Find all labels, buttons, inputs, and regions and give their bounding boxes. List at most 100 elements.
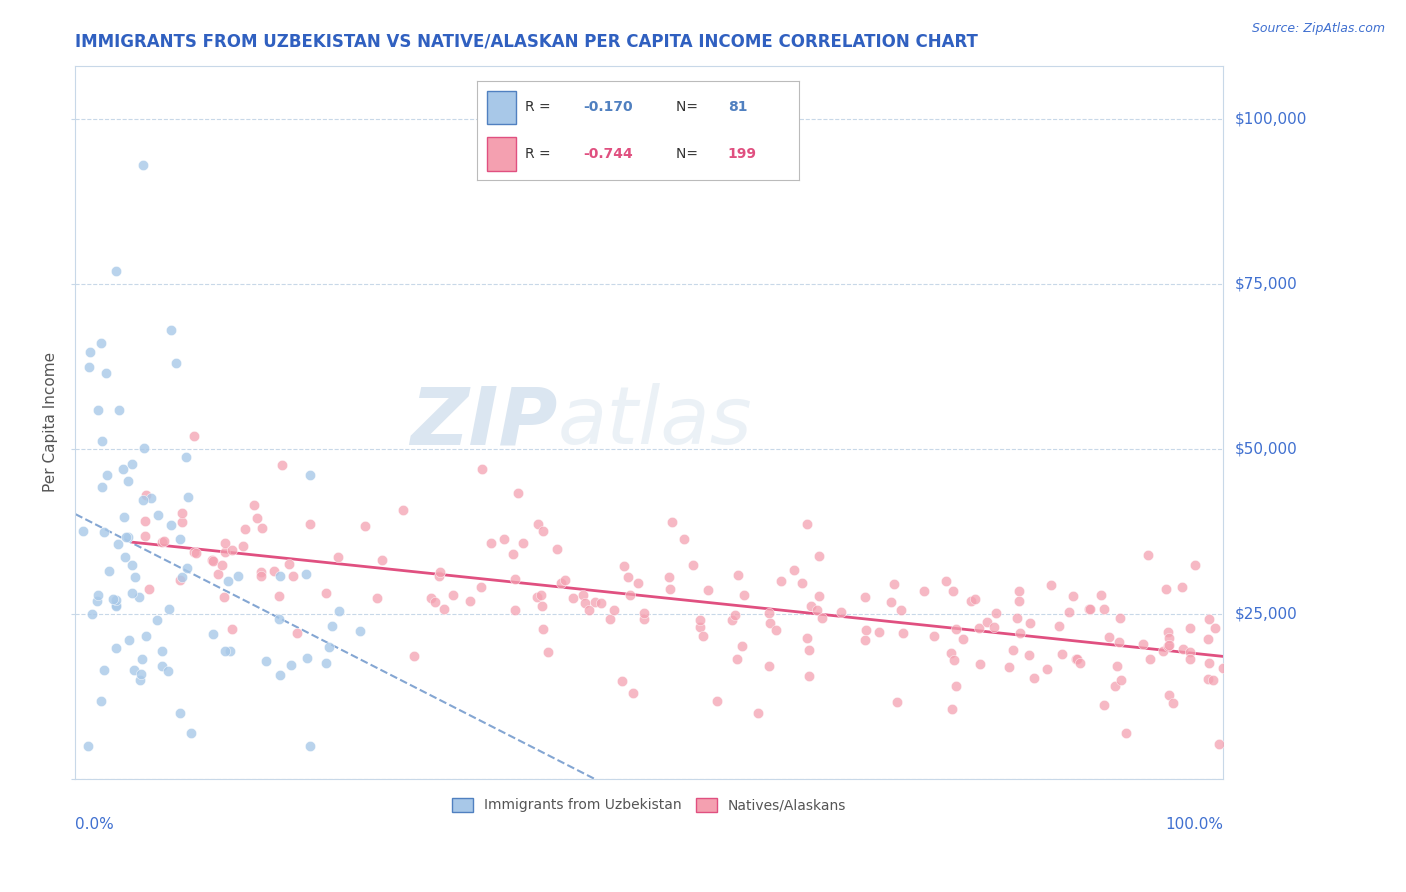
- Point: [269, 569, 291, 583]
- Point: [165, 356, 187, 370]
- Point: [623, 686, 645, 700]
- Point: [135, 488, 157, 502]
- Point: [984, 606, 1007, 620]
- Point: [733, 588, 755, 602]
- Point: [1077, 602, 1099, 616]
- Point: [214, 545, 236, 559]
- Text: Source: ZipAtlas.com: Source: ZipAtlas.com: [1251, 22, 1385, 36]
- Point: [246, 511, 269, 525]
- Point: [285, 625, 308, 640]
- Text: $50,000: $50,000: [1234, 442, 1296, 457]
- Point: [295, 651, 318, 665]
- Point: [218, 644, 240, 658]
- Point: [79, 345, 101, 359]
- Point: [425, 595, 447, 609]
- Point: [91, 480, 114, 494]
- Point: [129, 673, 152, 687]
- Point: [135, 629, 157, 643]
- Point: [502, 548, 524, 562]
- Point: [689, 620, 711, 634]
- Point: [799, 642, 821, 657]
- Point: [172, 506, 194, 520]
- Point: [270, 458, 292, 473]
- Point: [503, 603, 526, 617]
- Point: [131, 492, 153, 507]
- Point: [217, 574, 239, 588]
- Point: [1184, 558, 1206, 572]
- Point: [891, 625, 914, 640]
- Point: [249, 565, 271, 579]
- Point: [1208, 737, 1230, 751]
- Point: [269, 668, 291, 682]
- Point: [122, 663, 145, 677]
- Point: [1104, 679, 1126, 693]
- Point: [321, 619, 343, 633]
- Point: [554, 573, 576, 587]
- Point: [214, 536, 236, 550]
- Point: [1109, 673, 1132, 688]
- Point: [886, 695, 908, 709]
- Point: [233, 522, 256, 536]
- Point: [725, 652, 748, 666]
- Point: [807, 589, 830, 603]
- Point: [853, 633, 876, 648]
- Point: [150, 658, 173, 673]
- Point: [1094, 698, 1116, 713]
- Point: [633, 612, 655, 626]
- Point: [315, 657, 337, 671]
- Point: [299, 739, 322, 753]
- Point: [124, 570, 146, 584]
- Point: [207, 566, 229, 581]
- Point: [783, 563, 806, 577]
- Point: [211, 558, 233, 572]
- Point: [150, 535, 173, 549]
- Point: [371, 553, 394, 567]
- Point: [183, 545, 205, 559]
- Point: [659, 582, 682, 596]
- Point: [912, 584, 935, 599]
- Point: [1171, 641, 1194, 656]
- Point: [441, 588, 464, 602]
- Point: [727, 568, 749, 582]
- Point: [141, 491, 163, 505]
- Point: [571, 588, 593, 602]
- Point: [550, 575, 572, 590]
- Text: $25,000: $25,000: [1234, 607, 1296, 621]
- Point: [1057, 605, 1080, 619]
- Point: [619, 588, 641, 602]
- Point: [420, 591, 443, 606]
- Point: [201, 553, 224, 567]
- Point: [689, 613, 711, 627]
- Point: [212, 590, 235, 604]
- Point: [583, 594, 606, 608]
- Point: [1159, 688, 1181, 702]
- Point: [537, 645, 560, 659]
- Point: [505, 572, 527, 586]
- Point: [941, 702, 963, 716]
- Point: [1180, 652, 1202, 666]
- Legend: Immigrants from Uzbekistan, Natives/Alaskans: Immigrants from Uzbekistan, Natives/Alas…: [447, 792, 852, 818]
- Point: [252, 521, 274, 535]
- Point: [853, 591, 876, 605]
- Point: [1001, 643, 1024, 657]
- Point: [759, 615, 782, 630]
- Point: [796, 631, 818, 645]
- Point: [117, 530, 139, 544]
- Point: [1066, 651, 1088, 665]
- Point: [880, 595, 903, 609]
- Point: [1018, 615, 1040, 630]
- Point: [267, 589, 290, 603]
- Point: [1078, 602, 1101, 616]
- Point: [599, 612, 621, 626]
- Point: [758, 659, 780, 673]
- Point: [1109, 610, 1132, 624]
- Point: [112, 509, 135, 524]
- Point: [170, 570, 193, 584]
- Point: [1105, 659, 1128, 673]
- Point: [530, 599, 553, 613]
- Point: [90, 336, 112, 351]
- Point: [868, 624, 890, 639]
- Point: [943, 652, 966, 666]
- Point: [263, 564, 285, 578]
- Point: [531, 622, 554, 636]
